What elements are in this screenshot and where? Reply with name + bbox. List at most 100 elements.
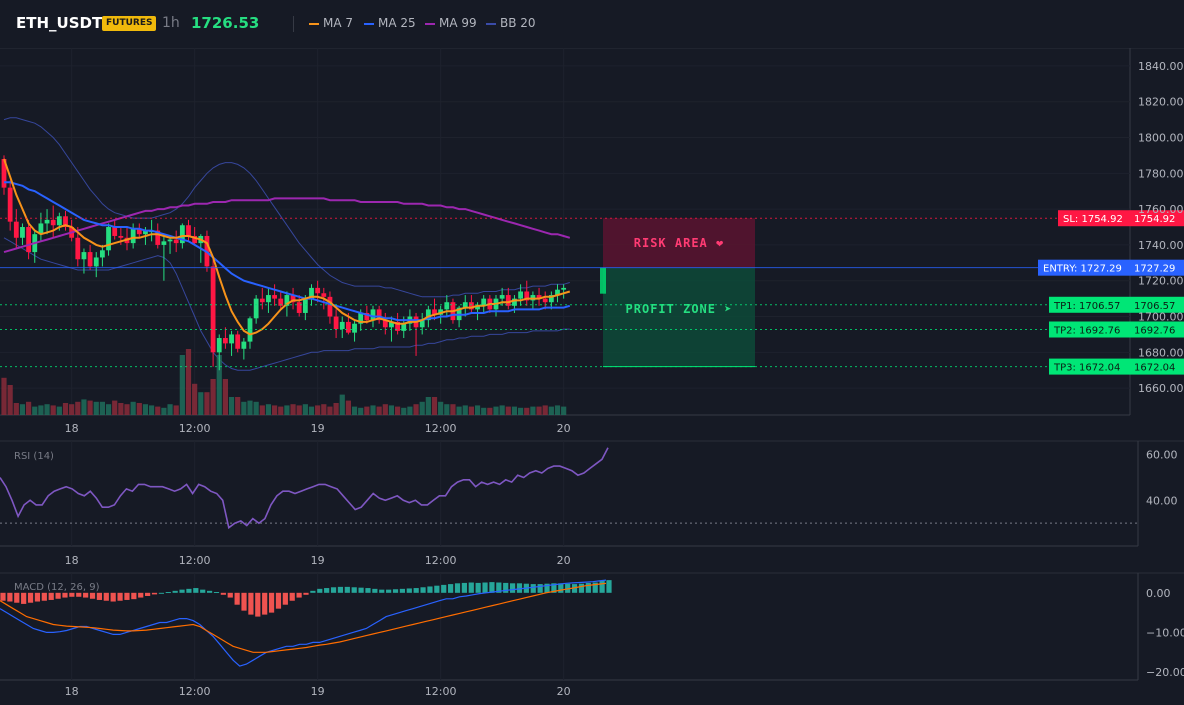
candle-body bbox=[155, 230, 161, 245]
ma25-line bbox=[4, 181, 571, 322]
legend-ma99[interactable]: MA 99 bbox=[425, 16, 477, 30]
chart-header: ETH_USDT FUTURES 1h 1726.53 MA 7 MA 25 M… bbox=[0, 0, 1184, 48]
volume-bar bbox=[161, 407, 167, 415]
macd-histogram-bar bbox=[558, 583, 564, 593]
candle-body bbox=[469, 302, 474, 310]
volume-bar bbox=[19, 404, 26, 415]
rsi-line bbox=[0, 447, 609, 530]
volume-bar bbox=[198, 392, 204, 415]
macd-histogram-bar bbox=[262, 592, 268, 615]
candle-body bbox=[333, 316, 339, 330]
tp2-level-tag bbox=[1049, 321, 1130, 338]
time-tick-label: 18 bbox=[65, 422, 79, 435]
candle-body bbox=[20, 227, 25, 238]
macd-histogram-bar bbox=[62, 592, 68, 598]
macd-histogram-bar bbox=[386, 589, 392, 593]
candle-body bbox=[419, 320, 425, 328]
macd-histogram-bar bbox=[413, 588, 419, 593]
macd-histogram-bar bbox=[324, 588, 330, 593]
candle-body bbox=[223, 338, 228, 344]
candle-body bbox=[272, 295, 277, 299]
macd-histogram-bar bbox=[565, 583, 571, 593]
candle-body bbox=[63, 216, 68, 228]
volume-bar bbox=[474, 405, 481, 415]
candle-body bbox=[370, 309, 376, 321]
macd-histogram-bar bbox=[220, 592, 226, 595]
macd-histogram-bar bbox=[7, 592, 13, 602]
volume-bar bbox=[524, 407, 530, 415]
candle-body bbox=[210, 266, 216, 353]
volume-bar bbox=[302, 404, 308, 415]
volume-bar bbox=[419, 401, 425, 415]
macd-histogram-bar bbox=[34, 592, 41, 602]
volume-bar bbox=[69, 404, 75, 415]
volume-bar bbox=[370, 405, 376, 415]
legend-ma7[interactable]: MA 7 bbox=[309, 16, 353, 30]
volume-bar bbox=[542, 405, 548, 415]
macd-histogram-bar bbox=[420, 587, 426, 593]
candle-body bbox=[401, 323, 407, 331]
macd-histogram-bar bbox=[537, 584, 543, 593]
volume-bar bbox=[38, 405, 44, 415]
tp3-level-tag bbox=[1049, 358, 1130, 375]
macd-histogram-bar bbox=[41, 592, 47, 601]
volume-bar bbox=[382, 404, 388, 415]
candle-body bbox=[327, 296, 333, 317]
macd-histogram-bar bbox=[392, 589, 399, 593]
candle-body bbox=[284, 295, 290, 306]
legend-ma25[interactable]: MA 25 bbox=[364, 16, 416, 30]
macd-signal-line bbox=[0, 582, 607, 653]
volume-bar bbox=[388, 405, 395, 415]
volume-bar bbox=[155, 406, 161, 415]
macd-histogram-bar bbox=[227, 592, 233, 598]
volume-bar bbox=[358, 407, 364, 415]
trade-zones: RISK AREA ❤ PROFIT ZONE ➤ bbox=[600, 218, 755, 368]
candle-body bbox=[481, 298, 487, 306]
timeframe[interactable]: 1h bbox=[162, 15, 180, 31]
candle-body bbox=[358, 312, 364, 324]
macd-title: MACD (12, 26, 9) bbox=[14, 582, 100, 593]
candle-body bbox=[444, 302, 450, 310]
volume-bar bbox=[413, 404, 419, 415]
volume-bar bbox=[296, 405, 302, 415]
time-tick-label: 12:00 bbox=[425, 685, 457, 698]
volume-bar bbox=[401, 407, 407, 415]
symbol-name[interactable]: ETH_USDT bbox=[16, 14, 103, 32]
header-divider bbox=[293, 16, 294, 32]
candle-body bbox=[561, 287, 567, 290]
candle-body bbox=[542, 298, 548, 303]
macd-histogram-bar bbox=[14, 592, 20, 603]
macd-histogram-bar bbox=[461, 582, 467, 593]
volume-bar bbox=[487, 407, 493, 415]
price-tick-label: 1660.00 bbox=[1138, 382, 1184, 395]
macd-histogram-bar bbox=[117, 592, 123, 601]
legend-swatch-icon bbox=[364, 22, 374, 25]
tp3-level-axis-value: 1672.04 bbox=[1134, 363, 1175, 374]
macd-histogram-bar bbox=[234, 592, 240, 605]
volume-bar bbox=[345, 400, 351, 415]
macd-histogram-bar bbox=[399, 588, 406, 593]
candle-body bbox=[81, 252, 87, 260]
last-price: 1726.53 bbox=[191, 14, 260, 32]
futures-badge: FUTURES bbox=[102, 16, 157, 31]
macd-histogram-bar bbox=[551, 583, 557, 593]
legend-bb20[interactable]: BB 20 bbox=[486, 16, 536, 30]
volume-bar bbox=[81, 399, 87, 415]
macd-histogram-bar bbox=[454, 583, 461, 593]
macd-histogram-bar bbox=[379, 589, 385, 593]
volume-bar bbox=[481, 407, 487, 415]
macd-histogram-bar bbox=[172, 590, 178, 593]
macd-histogram-bar bbox=[344, 586, 350, 593]
volume-bar bbox=[210, 379, 216, 415]
volume-bar bbox=[315, 405, 321, 415]
macd-histogram-bar bbox=[275, 592, 282, 609]
macd-histogram-bar bbox=[83, 592, 89, 598]
volume-bar bbox=[259, 405, 265, 415]
price-tick-label: 1680.00 bbox=[1138, 346, 1184, 359]
candle-body bbox=[315, 287, 321, 294]
time-tick-label: 12:00 bbox=[425, 422, 457, 435]
volume-bar bbox=[228, 397, 235, 415]
volume-bar bbox=[376, 406, 382, 415]
macd-histogram-bar bbox=[475, 582, 481, 593]
